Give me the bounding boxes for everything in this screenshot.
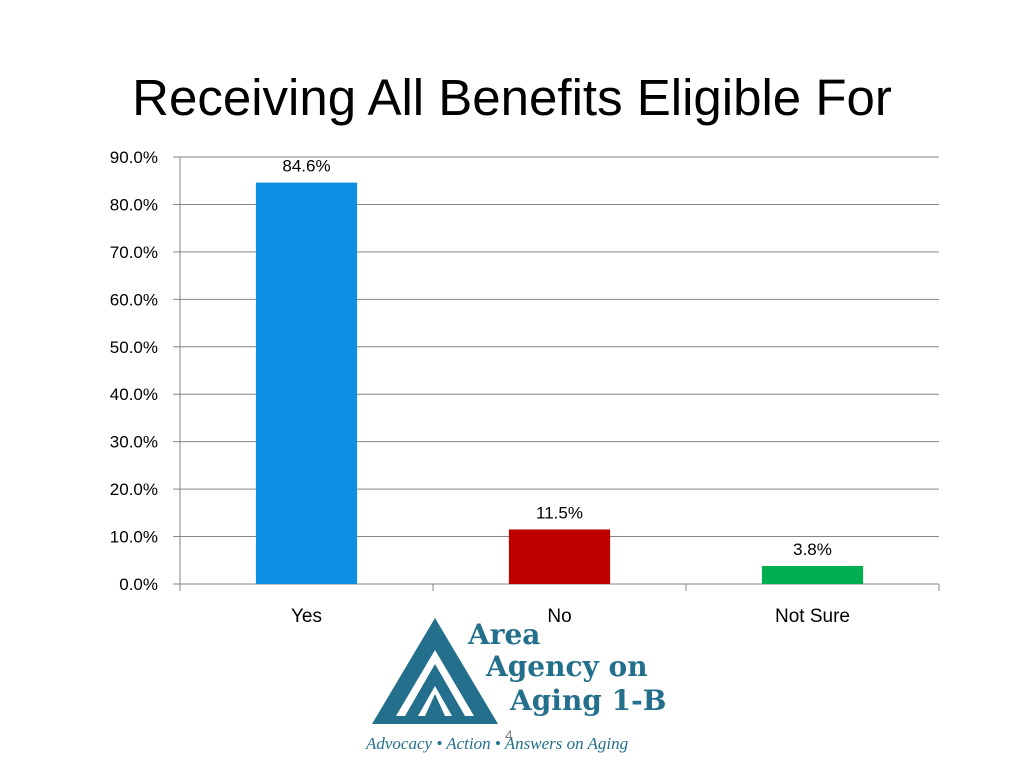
bar-no: [508, 529, 611, 584]
logo-line-3: Aging 1-B: [509, 684, 666, 717]
data-label: 84.6%: [282, 157, 330, 176]
logo-tagline: Advocacy • Action • Answers on Aging: [365, 734, 628, 753]
slide-title: Receiving All Benefits Eligible For: [132, 69, 892, 126]
bars: [255, 182, 864, 584]
data-label: 3.8%: [793, 540, 832, 559]
y-tick-label: 90.0%: [110, 148, 158, 167]
data-labels: 84.6% 11.5% 3.8%: [282, 157, 831, 559]
x-tick-label: Yes: [291, 606, 322, 627]
y-tick-label: 10.0%: [110, 528, 158, 547]
y-tick-label: 0.0%: [119, 575, 158, 594]
y-tick-label: 20.0%: [110, 480, 158, 499]
bar-not-sure: [761, 565, 864, 584]
logo-triangle-icon: [372, 618, 498, 724]
y-tick-label: 40.0%: [110, 385, 158, 404]
y-tick-label: 30.0%: [110, 433, 158, 452]
y-tick-label: 50.0%: [110, 338, 158, 357]
data-label: 11.5%: [536, 503, 583, 522]
y-tick-label: 60.0%: [110, 290, 158, 309]
logo-line-1: Area: [467, 618, 540, 651]
bar-chart: 0.0% 10.0% 20.0% 30.0% 40.0% 50.0% 60.0% 70.0% 8…: [110, 148, 940, 627]
logo-line-2: Agency on: [485, 650, 648, 683]
x-tick-label: No: [547, 606, 571, 627]
agency-logo: Area Agency on Aging 1-B Advocacy • Acti…: [365, 618, 666, 753]
y-tick-label: 80.0%: [110, 195, 158, 214]
page-number: 4: [505, 727, 513, 743]
bar-yes: [255, 182, 358, 584]
y-tick-label: 70.0%: [110, 243, 158, 262]
x-tick-label: Not Sure: [775, 606, 850, 627]
